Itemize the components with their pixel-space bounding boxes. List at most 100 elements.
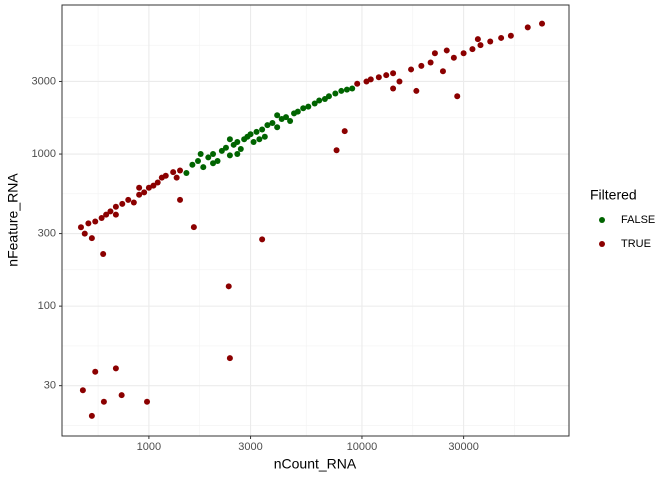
point (98, 214, 105, 221)
point (282, 114, 289, 121)
point (261, 133, 268, 140)
point (100, 251, 107, 258)
point (88, 235, 95, 242)
point (210, 160, 217, 167)
point (103, 211, 110, 218)
point (390, 85, 397, 92)
point (349, 85, 356, 92)
point (183, 170, 190, 177)
point (259, 236, 266, 243)
point (413, 87, 420, 94)
point (79, 387, 86, 394)
point (154, 179, 161, 186)
legend-label: FALSE (621, 214, 655, 226)
point (112, 365, 119, 372)
point (487, 38, 494, 45)
y-tick-label: 300 (38, 227, 56, 239)
point (264, 122, 271, 129)
point (130, 199, 137, 206)
y-tick-label: 3000 (32, 75, 56, 87)
x-tick-label: 1000 (137, 441, 161, 453)
point (341, 128, 348, 135)
point (332, 90, 339, 97)
legend-title: Filtered (590, 187, 637, 203)
x-axis-title: nCount_RNA (274, 456, 357, 472)
y-tick-label: 100 (38, 300, 56, 312)
point (343, 86, 350, 93)
y-tick-label: 30 (44, 380, 56, 392)
point (539, 20, 546, 27)
x-tick-label: 3000 (238, 441, 262, 453)
y-axis-title: nFeature_RNA (5, 173, 21, 267)
point (274, 112, 281, 119)
point (118, 392, 125, 399)
legend-label: TRUE (621, 238, 651, 250)
point (88, 412, 95, 419)
point (427, 59, 434, 66)
point (287, 117, 294, 124)
y-tick-label: 1000 (32, 148, 56, 160)
legend-key (599, 241, 605, 247)
point (300, 105, 307, 112)
point (189, 161, 196, 168)
point (375, 74, 382, 81)
point (305, 103, 312, 110)
point (338, 87, 345, 94)
point (125, 196, 132, 203)
point (443, 47, 450, 54)
point (234, 151, 241, 158)
point (311, 100, 318, 107)
point (226, 136, 233, 143)
point (144, 398, 151, 405)
point (226, 152, 233, 159)
point (367, 76, 374, 83)
x-tick-label: 30000 (448, 441, 479, 453)
point (214, 158, 221, 165)
point (250, 139, 257, 146)
legend-key (599, 217, 605, 223)
point (498, 34, 505, 41)
point (418, 62, 425, 69)
point (390, 70, 397, 77)
point (205, 154, 212, 161)
point (234, 139, 241, 146)
point (112, 203, 119, 210)
point (225, 283, 232, 290)
point (408, 66, 415, 73)
point (173, 174, 180, 181)
point (274, 124, 281, 131)
point (100, 398, 107, 405)
panel-border (61, 4, 570, 437)
point (162, 172, 169, 179)
point (119, 200, 126, 207)
point (177, 167, 184, 174)
point (454, 93, 461, 100)
point (333, 147, 340, 154)
point (170, 169, 177, 176)
point (477, 42, 484, 49)
point (237, 145, 244, 152)
point (190, 224, 197, 231)
point (141, 189, 148, 196)
point (354, 80, 361, 87)
point (218, 147, 225, 154)
point (396, 78, 403, 85)
point (460, 50, 467, 57)
point (507, 32, 514, 39)
point (316, 97, 323, 104)
point (200, 164, 207, 171)
point (145, 184, 152, 191)
point (85, 220, 92, 227)
point (469, 46, 476, 53)
point (474, 36, 481, 43)
point (197, 151, 204, 158)
point (294, 108, 301, 115)
point (77, 224, 84, 231)
point (177, 196, 184, 203)
point (222, 144, 229, 151)
point (383, 72, 390, 79)
point (107, 208, 114, 215)
point (256, 136, 263, 143)
